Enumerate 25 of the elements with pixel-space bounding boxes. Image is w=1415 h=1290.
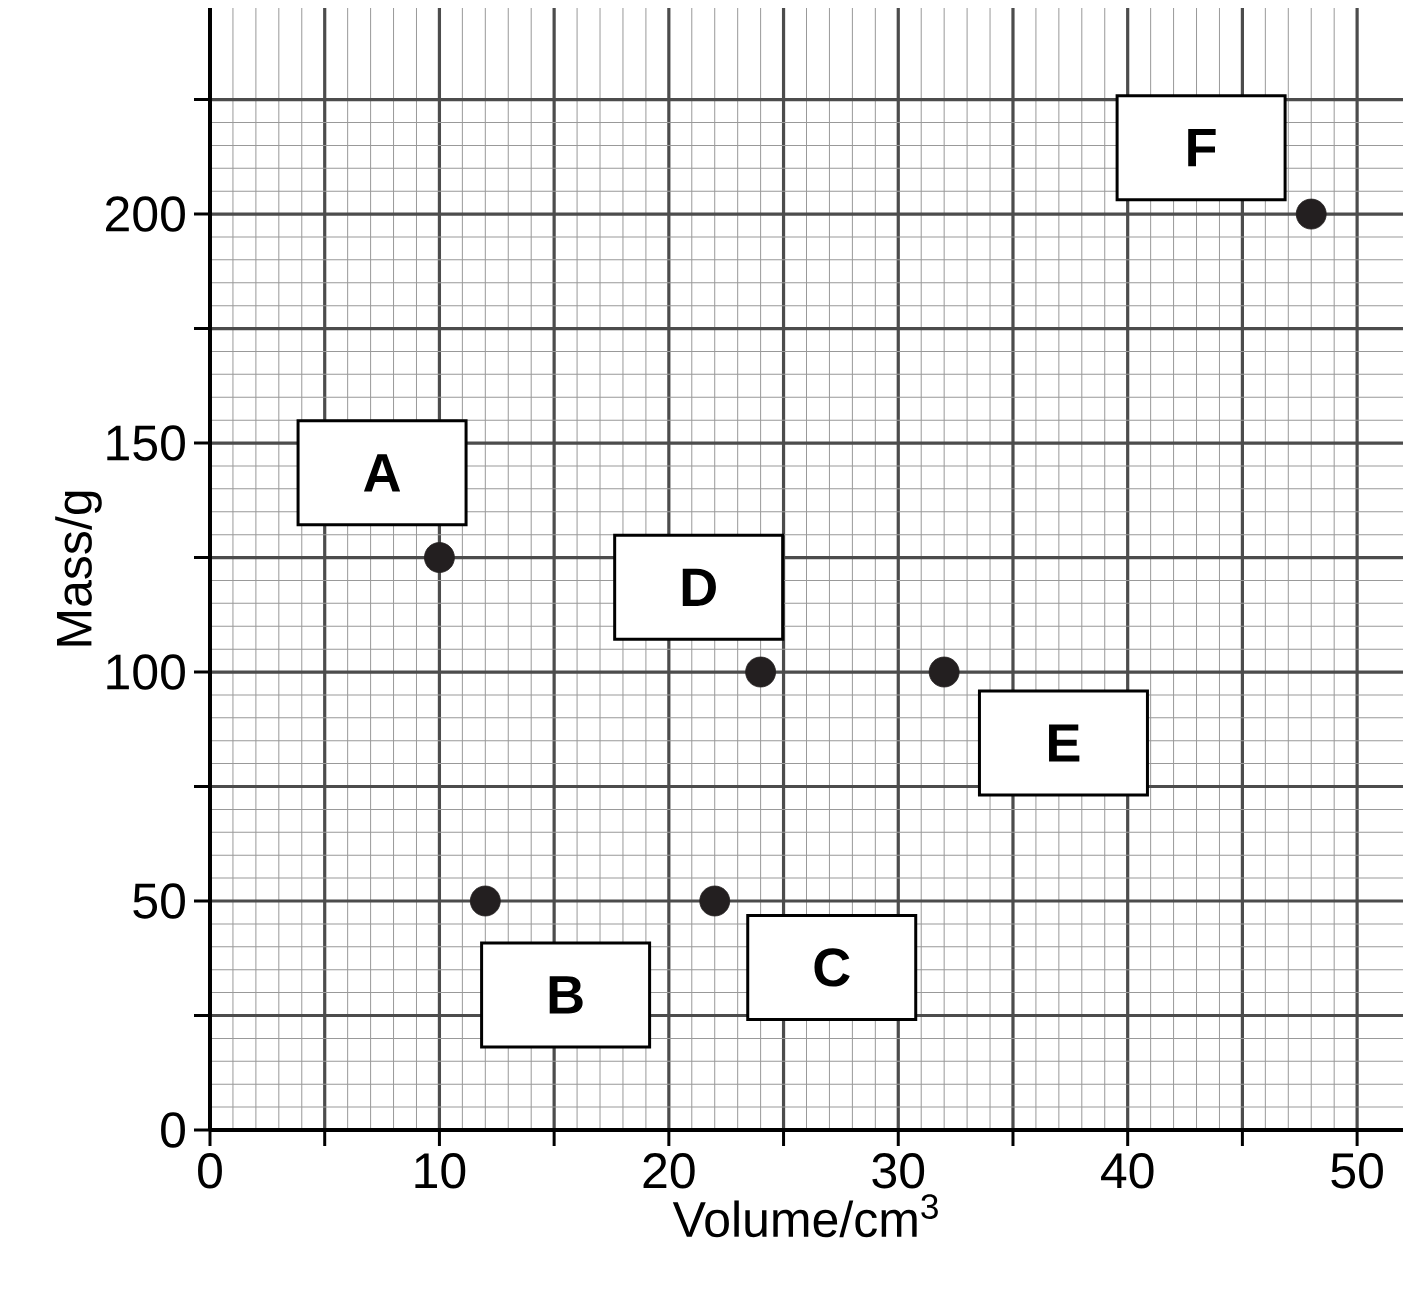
y-tick-label: 150	[107, 425, 185, 461]
x-axis-title: Volume/cm$^{3}$	[672, 1194, 938, 1238]
point	[928, 656, 960, 688]
point	[699, 885, 731, 917]
annotation: A	[363, 454, 401, 492]
annotation: D	[682, 568, 716, 606]
point	[745, 656, 777, 688]
y-tick-label: 100	[107, 654, 185, 690]
x-tick-label: 10	[415, 1153, 466, 1189]
y-tick-label: 200	[106, 196, 185, 232]
x-tick-label: 30	[872, 1153, 925, 1189]
annotation: F	[1188, 129, 1216, 167]
y-axis-title: Mass/g	[55, 491, 102, 646]
point	[424, 542, 455, 573]
y-tick-label: 0	[161, 1112, 185, 1148]
annotation: E	[1049, 724, 1080, 762]
y-tick-label: 50	[133, 883, 185, 919]
x-tick-label: 0	[198, 1153, 222, 1189]
annotation: C	[814, 948, 850, 987]
x-tick-label: 20	[643, 1153, 695, 1189]
point	[469, 885, 501, 917]
x-tick-label: 50	[1331, 1153, 1383, 1189]
point	[1295, 198, 1327, 230]
x-tick-label: 40	[1101, 1153, 1154, 1189]
annotation: B	[549, 976, 583, 1014]
